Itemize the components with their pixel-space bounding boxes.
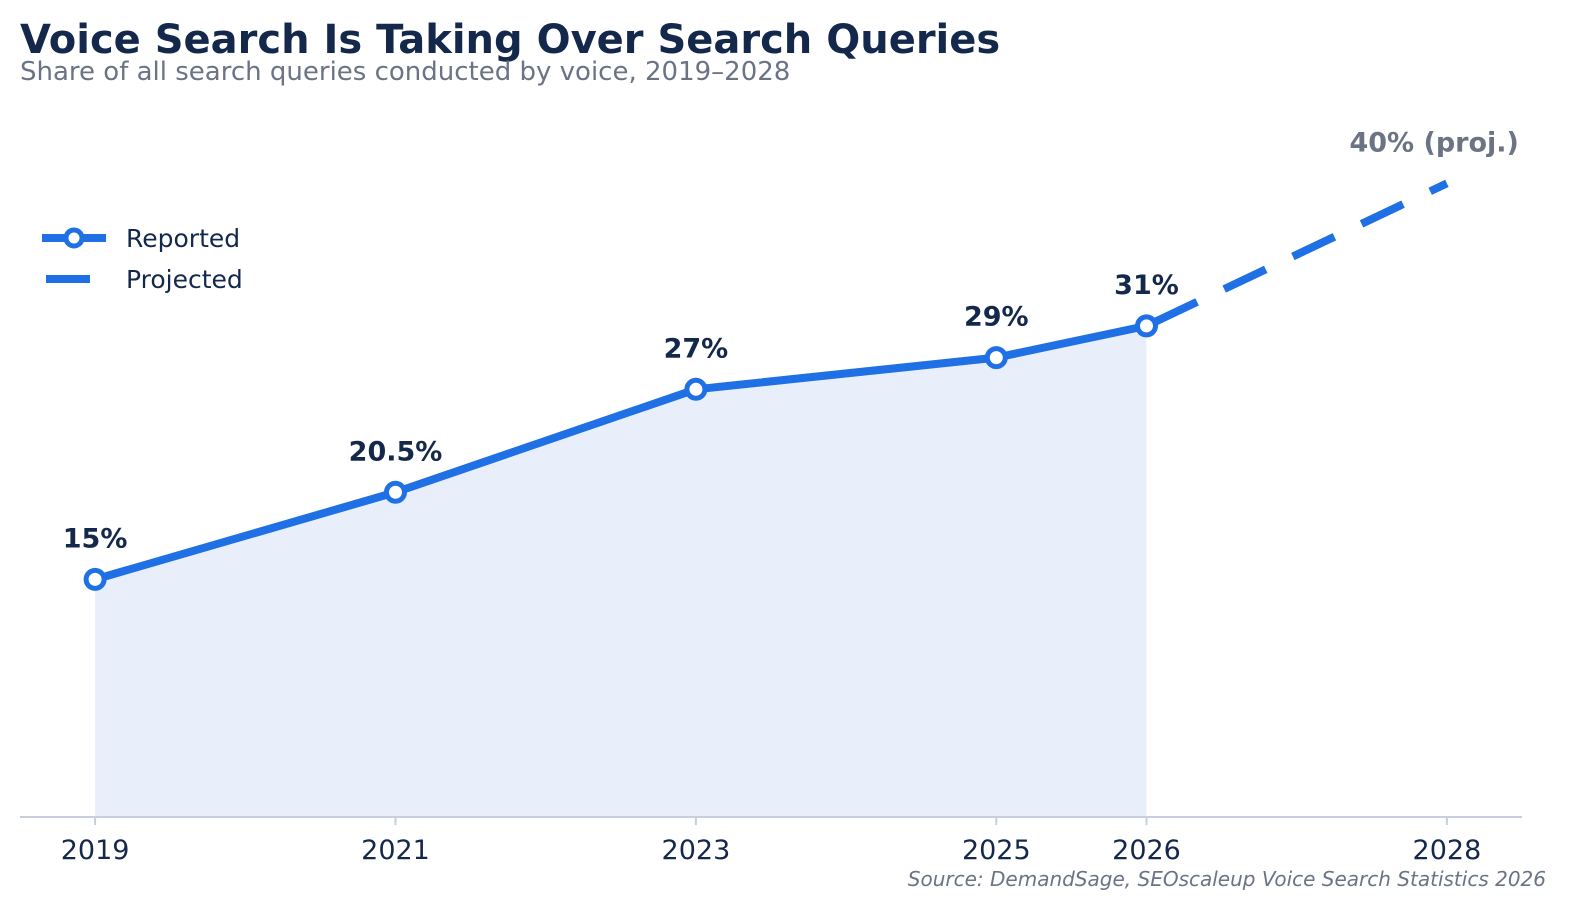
- x-tick-label-2019: 2019: [61, 835, 130, 866]
- data-labels: 15% 20.5% 27% 29% 31%: [63, 270, 1179, 554]
- data-point-2025: [984, 346, 1008, 370]
- projected-series-line: [1144, 179, 1449, 330]
- x-axis-ticks: 2019 2021 2023 2025 2026 2028: [61, 817, 1482, 866]
- x-tick-label-2021: 2021: [361, 835, 430, 866]
- chart-title: Voice Search Is Taking Over Search Queri…: [20, 17, 1000, 63]
- legend-reported-label: Reported: [126, 224, 240, 253]
- data-point-2019: [83, 567, 107, 591]
- data-point-2026: [1135, 314, 1158, 338]
- data-label-2025: 29%: [964, 302, 1029, 333]
- legend: Reported Projected: [42, 224, 243, 294]
- legend-projected-label: Projected: [126, 265, 243, 294]
- x-tick-label-2028: 2028: [1413, 835, 1482, 866]
- data-label-2019: 15%: [63, 523, 128, 554]
- data-label-2026: 31%: [1114, 270, 1179, 301]
- data-point-2021: [384, 480, 407, 504]
- reported-area: [95, 325, 1147, 817]
- reported-points: [83, 314, 1158, 591]
- data-point-2023: [684, 377, 708, 401]
- x-tick-label-2025: 2025: [962, 835, 1031, 866]
- source-note: Source: DemandSage, SEOscaleup Voice Sea…: [908, 867, 1546, 891]
- chart-subtitle: Share of all search queries conducted by…: [20, 57, 790, 87]
- projected-end-label: 40% (proj.): [1349, 127, 1518, 158]
- data-label-2023: 27%: [664, 333, 729, 364]
- legend-reported-marker: [63, 227, 85, 249]
- x-tick-label-2023: 2023: [662, 835, 731, 866]
- x-tick-label-2026: 2026: [1112, 835, 1181, 866]
- data-label-2021: 20.5%: [349, 436, 443, 467]
